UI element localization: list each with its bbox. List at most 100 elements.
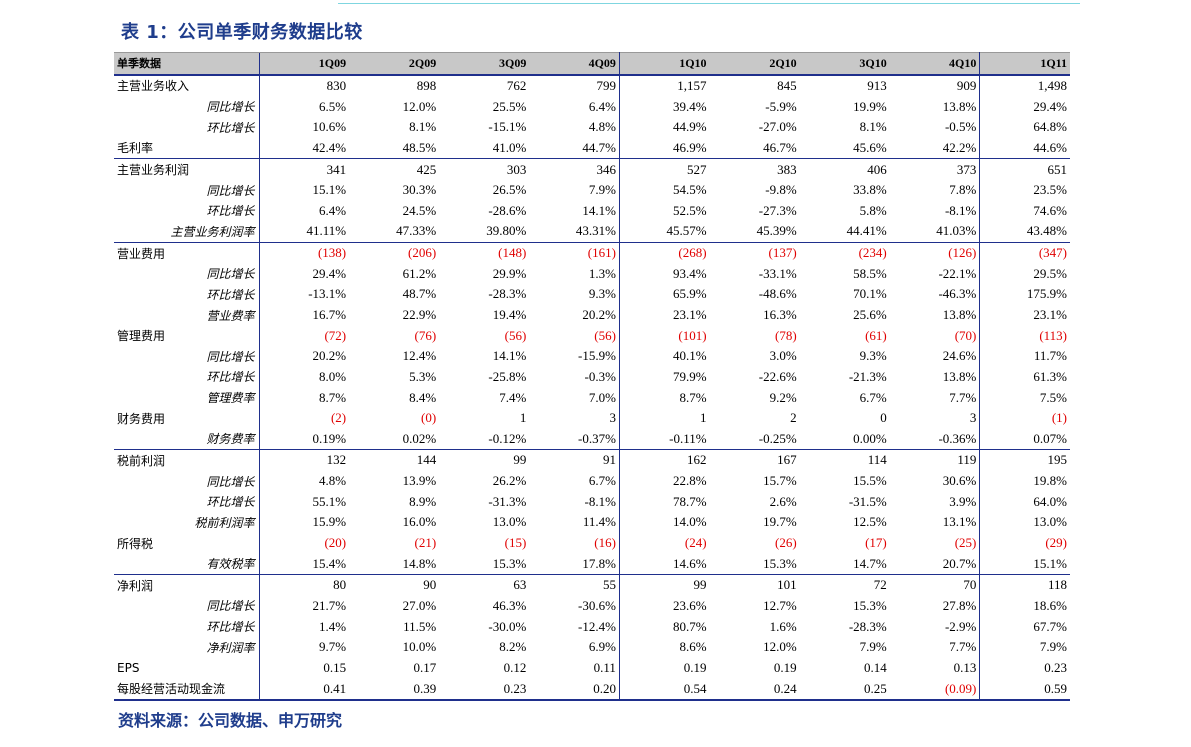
cell-value: 762 [506, 77, 527, 93]
cell-value: 8.7% [679, 389, 707, 405]
cell-value: 6.4% [258, 200, 350, 222]
header-period: 4Q10 [889, 51, 981, 76]
row-label: 环比增长 [206, 120, 255, 135]
cell-value: -28.3% [488, 286, 527, 302]
cell-value: 15.9% [258, 512, 350, 533]
cell-value: (101) [678, 327, 707, 343]
cell-value: 29.4% [1033, 98, 1067, 114]
table-row: 主营业务利润率 41.11% 47.33% 39.80% 43.31% 45.57% 45.… [114, 221, 1070, 243]
cell-value: 30.6% [889, 470, 981, 492]
cell-value: 29.5% [1033, 265, 1067, 281]
cell-value: 4.8% [529, 116, 620, 138]
table-row: 所得税 (20) (21) (15) (16) (24) (26) (17) (25) (29) [114, 532, 1070, 554]
cell-value: -12.4% [529, 616, 620, 637]
header-period: 1Q09 [258, 51, 350, 76]
cell-value: 6.9% [529, 636, 620, 658]
row-label: 净利润率 [206, 640, 255, 655]
cell-value: 15.3% [853, 597, 887, 613]
cell-value: (234) [799, 241, 890, 264]
cell-value: 0.15 [258, 657, 350, 679]
cell-value: 3.9% [889, 491, 981, 513]
cell-value: -2.9% [889, 616, 981, 637]
cell-value: 42.2% [889, 137, 981, 159]
cell-value: 30.3% [402, 182, 437, 198]
cell-value: 101 [709, 574, 800, 596]
cell-value: 45.57% [666, 223, 707, 239]
cell-value: -46.3% [889, 284, 981, 305]
cell-value: (2) [258, 407, 350, 429]
cell-value: -28.6% [488, 202, 527, 218]
cell-value: 8.0% [258, 366, 350, 388]
cell-value: (1) [1051, 410, 1067, 426]
cell-value: 80 [258, 574, 350, 596]
cell-value: 46.3% [492, 597, 527, 613]
cell-value: 5.8% [859, 202, 887, 218]
cell-value: 45.6% [853, 139, 887, 155]
cell-value: -15.9% [529, 345, 620, 367]
cell-value: 3 [889, 407, 981, 429]
cell-value: 425 [349, 158, 440, 180]
cell-value: 26.2% [492, 473, 527, 489]
row-label: 环比增长 [206, 620, 255, 635]
table-row: 每股经营活动现金流 0.41 0.39 0.23 0.20 0.54 0.24 0.25 (0.… [114, 678, 1070, 701]
cell-value: -8.1% [889, 200, 981, 222]
table-row: 环比增长 6.4% 24.5% -28.6% 14.1% 52.5% -27.3% 5.8% -… [114, 200, 1070, 222]
row-label: 营业费率 [206, 308, 255, 323]
cell-value: 23.5% [1033, 182, 1067, 198]
cell-value: 14.0% [672, 514, 707, 530]
cell-value: 0.13 [889, 657, 981, 679]
cell-value: 7.5% [1039, 389, 1067, 405]
cell-value: -48.6% [758, 286, 797, 302]
cell-value: 99 [439, 449, 530, 471]
cell-value: 40.1% [672, 348, 707, 364]
cell-value: -0.12% [488, 430, 527, 446]
cell-value: 23.6% [672, 597, 707, 613]
cell-value: 0.00% [853, 430, 887, 446]
cell-value: 2 [790, 410, 797, 426]
cell-value: 303 [439, 158, 530, 180]
cell-value: 0.12 [503, 659, 527, 675]
cell-value: 1.6% [769, 618, 797, 634]
cell-value: 24.6% [889, 345, 981, 367]
row-label: 主营业务收入 [117, 79, 190, 94]
cell-value: 19.8% [1033, 473, 1067, 489]
cell-value: 15.1% [258, 179, 350, 201]
cell-value: -27.0% [758, 119, 797, 135]
table-row: 税前利润 132 144 99 91 162 167 114 119 195 [114, 449, 1070, 471]
cell-value: 8.4% [409, 389, 437, 405]
cell-value: 11.4% [529, 512, 620, 533]
cell-value: 6.7% [529, 470, 620, 492]
row-label: 有效税率 [206, 557, 255, 572]
cell-value: 383 [709, 158, 800, 180]
table-row: 主营业务收入 830 898 762 799 1,157 845 913 909 1,498 [114, 74, 1070, 97]
cell-value: -30.0% [488, 618, 527, 634]
cell-value: 70 [889, 574, 981, 596]
cell-value: 72 [799, 574, 890, 596]
cell-value: 46.9% [672, 139, 707, 155]
cell-value: -21.3% [848, 368, 887, 384]
cell-value: 22.9% [402, 307, 437, 322]
cell-value: 14.7% [853, 555, 887, 571]
cell-value: 58.5% [853, 265, 887, 281]
row-label: 税前利润 [114, 449, 259, 471]
cell-value: 91 [529, 449, 620, 471]
cell-value: 167 [709, 449, 800, 471]
cell-value: 13.0% [1033, 514, 1067, 530]
cell-value: (138) [258, 241, 350, 264]
cell-value: 48.5% [402, 139, 437, 155]
cell-value: (78) [774, 327, 797, 343]
cell-value: -5.9% [765, 98, 797, 114]
cell-value: 0.11 [529, 657, 620, 679]
cell-value: 41.03% [889, 221, 981, 243]
cell-value: 341 [258, 158, 350, 180]
cell-value: 44.6% [1033, 139, 1067, 155]
cell-value: -15.1% [488, 119, 527, 135]
table-row: 营业费率 16.7% 22.9% 19.4% 20.2% 23.1% 16.3% 25.6% 1… [114, 304, 1070, 326]
cell-value: -8.1% [529, 491, 620, 513]
cell-value: 12.0% [763, 639, 797, 655]
cell-value: -0.11% [669, 430, 707, 446]
cell-value: (29) [1045, 535, 1067, 551]
cell-value: 61.3% [1033, 368, 1067, 384]
cell-value: 162 [619, 449, 710, 471]
header-period: 3Q10 [799, 51, 890, 76]
